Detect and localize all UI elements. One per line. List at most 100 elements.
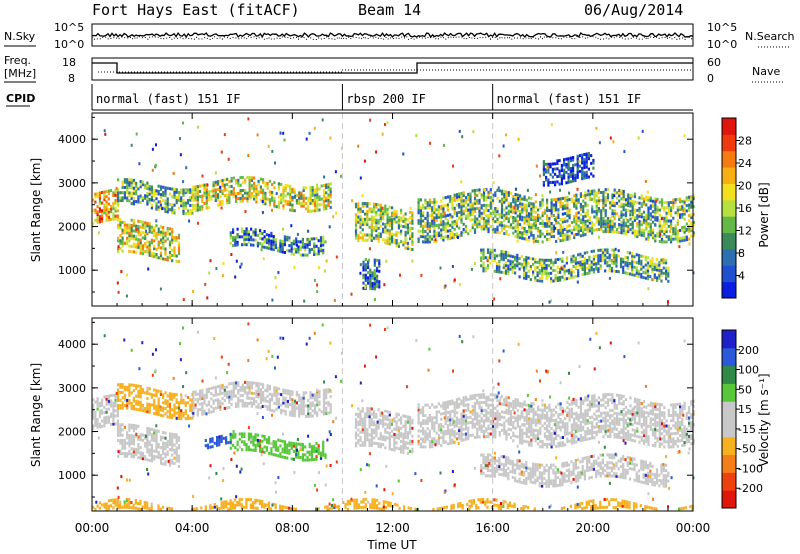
heatmap-cell (679, 239, 682, 243)
heatmap-cell (620, 205, 623, 209)
heatmap-cell (165, 207, 168, 211)
heatmap-cell (246, 394, 249, 397)
heatmap-cell (280, 193, 283, 197)
heatmap-cell (597, 222, 600, 226)
heatmap-cell (309, 199, 312, 203)
heatmap-cell (521, 205, 524, 209)
heatmap-cell (592, 254, 595, 258)
heatmap-cell (411, 221, 414, 225)
heatmap-cell (309, 401, 312, 405)
heatmap-cell (135, 189, 138, 193)
heatmap-cell (182, 401, 185, 405)
heatmap-cell (295, 247, 298, 251)
heatmap-cell (153, 431, 156, 435)
heatmap-cell (162, 236, 165, 240)
heatmap-cell (196, 203, 199, 207)
heatmap-cell (288, 451, 291, 455)
heatmap-cell (429, 141, 432, 145)
heatmap-cell (166, 207, 169, 211)
heatmap-cell (250, 381, 253, 385)
heatmap-cell (98, 199, 101, 203)
heatmap-cell (159, 413, 163, 417)
heatmap-cell (541, 201, 544, 205)
heatmap-cell (406, 226, 409, 230)
heatmap-cell (272, 235, 275, 238)
heatmap-cell (433, 216, 436, 220)
heatmap-cell (155, 207, 158, 211)
heatmap-cell (189, 211, 192, 215)
heatmap-cell (283, 456, 286, 459)
heatmap-cell (132, 219, 135, 222)
heatmap-cell (595, 194, 598, 198)
heatmap-cell (417, 206, 420, 210)
heatmap-cell (207, 198, 211, 202)
heatmap-cell (467, 213, 470, 217)
heatmap-cell (244, 196, 247, 200)
heatmap-cell (379, 437, 382, 441)
heatmap-cell (545, 258, 548, 262)
heatmap-cell (361, 194, 364, 198)
heatmap-cell (255, 197, 258, 201)
heatmap-cell (570, 197, 573, 201)
heatmap-cell (117, 247, 120, 251)
heatmap-cell (595, 220, 598, 224)
heatmap-cell (615, 228, 619, 231)
heatmap-cell (631, 260, 634, 263)
heatmap-cell (361, 228, 364, 232)
heatmap-cell (300, 399, 303, 403)
heatmap-cell (286, 238, 289, 242)
heatmap-cell (328, 225, 331, 229)
heatmap-cell (137, 443, 140, 447)
heatmap-cell (189, 403, 192, 407)
heatmap-cell (164, 199, 167, 203)
heatmap-cell (609, 206, 612, 210)
heatmap-cell (538, 269, 541, 272)
heatmap-cell (667, 279, 670, 283)
heatmap-cell (471, 189, 474, 193)
heatmap-cell (495, 264, 499, 268)
heatmap-cell (561, 196, 564, 200)
heatmap-cell (107, 202, 110, 206)
heatmap-cell (146, 432, 149, 436)
heatmap-cell (587, 175, 590, 179)
heatmap-cell (676, 197, 679, 201)
heatmap-cell (638, 206, 641, 210)
heatmap-cell (135, 132, 138, 136)
heatmap-cell (246, 396, 249, 400)
heatmap-cell (201, 197, 204, 201)
heatmap-cell (487, 196, 490, 199)
heatmap-cell (173, 461, 176, 465)
heatmap-cell (205, 196, 208, 200)
heatmap-cell (575, 198, 578, 202)
heatmap-cell (194, 406, 197, 410)
heatmap-cell (319, 236, 323, 240)
heatmap-cell (542, 181, 545, 184)
heatmap-cell (114, 409, 117, 413)
heatmap-cell (564, 217, 567, 221)
heatmap-cell (579, 202, 582, 206)
heatmap-cell (162, 226, 165, 229)
heatmap-cell (259, 441, 262, 445)
heatmap-cell (96, 215, 99, 219)
heatmap-cell (229, 436, 232, 440)
heatmap-cell (364, 204, 367, 208)
heatmap-cell (139, 451, 142, 455)
heatmap-cell (555, 200, 558, 204)
heatmap-cell (157, 397, 160, 401)
heatmap-cell (141, 180, 144, 184)
heatmap-cell (424, 235, 427, 239)
heatmap-cell (119, 404, 122, 408)
heatmap-cell (137, 246, 140, 249)
heatmap-cell (597, 199, 600, 203)
heatmap-cell (103, 203, 106, 207)
heatmap-cell (159, 251, 163, 255)
heatmap-cell (325, 199, 328, 203)
heatmap-cell (610, 253, 614, 257)
heatmap-cell (615, 196, 619, 200)
heatmap-cell (627, 193, 630, 197)
heatmap-cell (263, 437, 266, 441)
heatmap-cell (177, 406, 181, 410)
heatmap-cell (487, 227, 490, 231)
heatmap-cell (128, 223, 131, 227)
heatmap-cell (489, 251, 492, 255)
